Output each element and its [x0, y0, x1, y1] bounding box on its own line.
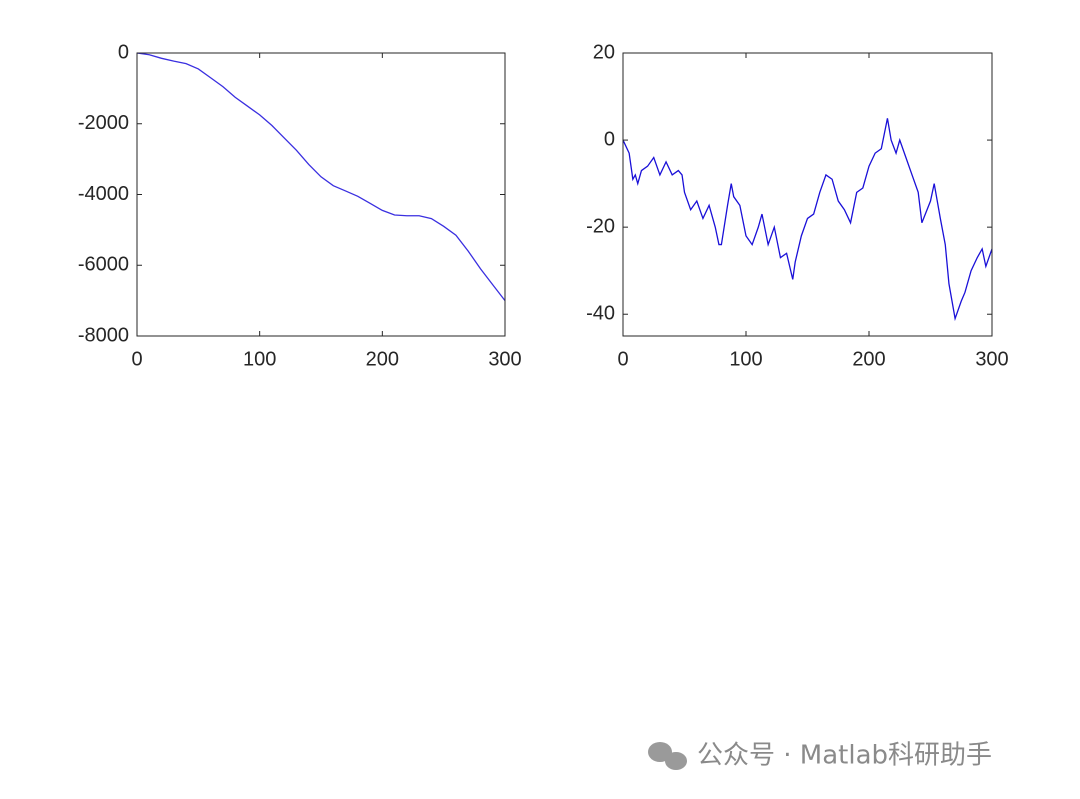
x-tick-label: 200 — [366, 348, 399, 370]
y-tick-label: -8000 — [78, 324, 129, 346]
y-tick-label: -20 — [586, 215, 615, 237]
wechat-icon — [648, 742, 687, 770]
y-tick-label: -40 — [586, 303, 615, 325]
x-tick-label: 100 — [243, 348, 276, 370]
x-tick-label: 300 — [975, 348, 1008, 370]
y-tick-label: 20 — [593, 41, 615, 63]
y-tick-label: 0 — [118, 41, 129, 63]
y-tick-label: -4000 — [78, 183, 129, 205]
x-tick-label: 300 — [488, 348, 521, 370]
y-tick-label: -2000 — [78, 112, 129, 134]
watermark: 公众号 · Matlab科研助手 — [697, 741, 992, 771]
x-tick-label: 0 — [131, 348, 142, 370]
x-tick-label: 100 — [729, 348, 762, 370]
y-tick-label: 0 — [604, 128, 615, 150]
axes-box — [136, 52, 506, 337]
data-line — [622, 118, 993, 322]
axes-box — [622, 52, 993, 337]
x-tick-label: 200 — [852, 348, 885, 370]
x-tick-label: 0 — [617, 348, 628, 370]
y-tick-label: -6000 — [78, 254, 129, 276]
data-line — [136, 52, 506, 302]
